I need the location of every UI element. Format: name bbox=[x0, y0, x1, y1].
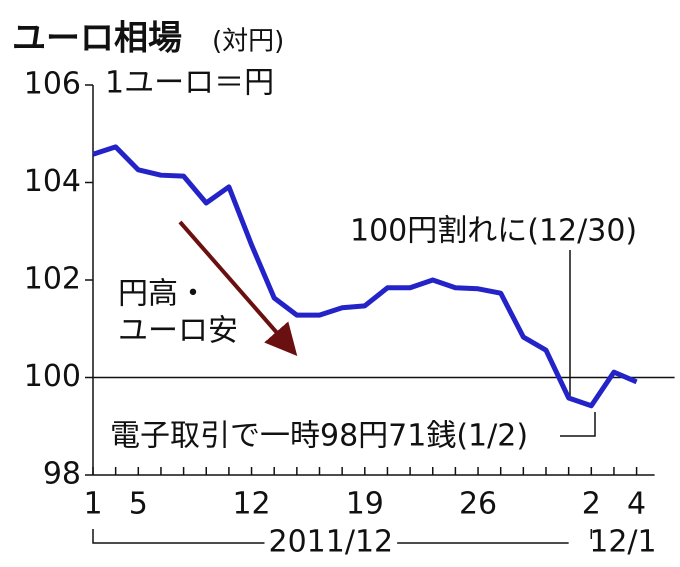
y-tick-label: 98 bbox=[43, 457, 81, 492]
y-tick-label: 106 bbox=[24, 67, 81, 102]
label-bg bbox=[585, 539, 661, 547]
label-bg bbox=[264, 539, 398, 547]
y-tick-label: 100 bbox=[24, 359, 81, 394]
leader-line bbox=[560, 412, 596, 437]
break-annotation: 100円割れに(12/30) bbox=[350, 214, 637, 249]
x-tick-label: 1 bbox=[83, 487, 102, 522]
chart-subtitle: (対円) bbox=[212, 27, 284, 57]
trend-arrow bbox=[178, 220, 298, 357]
x-tick-label: 4 bbox=[627, 487, 646, 522]
trend-annotation: 円高・ bbox=[118, 277, 208, 312]
low-annotation: 電子取引で一時98円71銭(1/2) bbox=[110, 419, 528, 454]
x-tick-label: 12 bbox=[232, 487, 270, 522]
month-bracket bbox=[92, 529, 569, 544]
y-tick-label: 102 bbox=[24, 262, 81, 297]
trend-annotation: ユーロ安 bbox=[118, 314, 238, 349]
y-tick-label: 104 bbox=[24, 164, 81, 199]
x-tick-label: 26 bbox=[459, 487, 497, 522]
chart-title: ユーロ相場 bbox=[12, 19, 182, 59]
month-label: 2011/12 bbox=[269, 525, 394, 560]
x-tick-label: 19 bbox=[346, 487, 384, 522]
x-tick-label: 2 bbox=[582, 487, 601, 522]
month-label: 12/1 bbox=[589, 525, 656, 560]
unit-label: 1ユーロ＝円 bbox=[105, 66, 274, 101]
x-tick-label: 5 bbox=[129, 487, 148, 522]
data-line bbox=[92, 144, 638, 409]
